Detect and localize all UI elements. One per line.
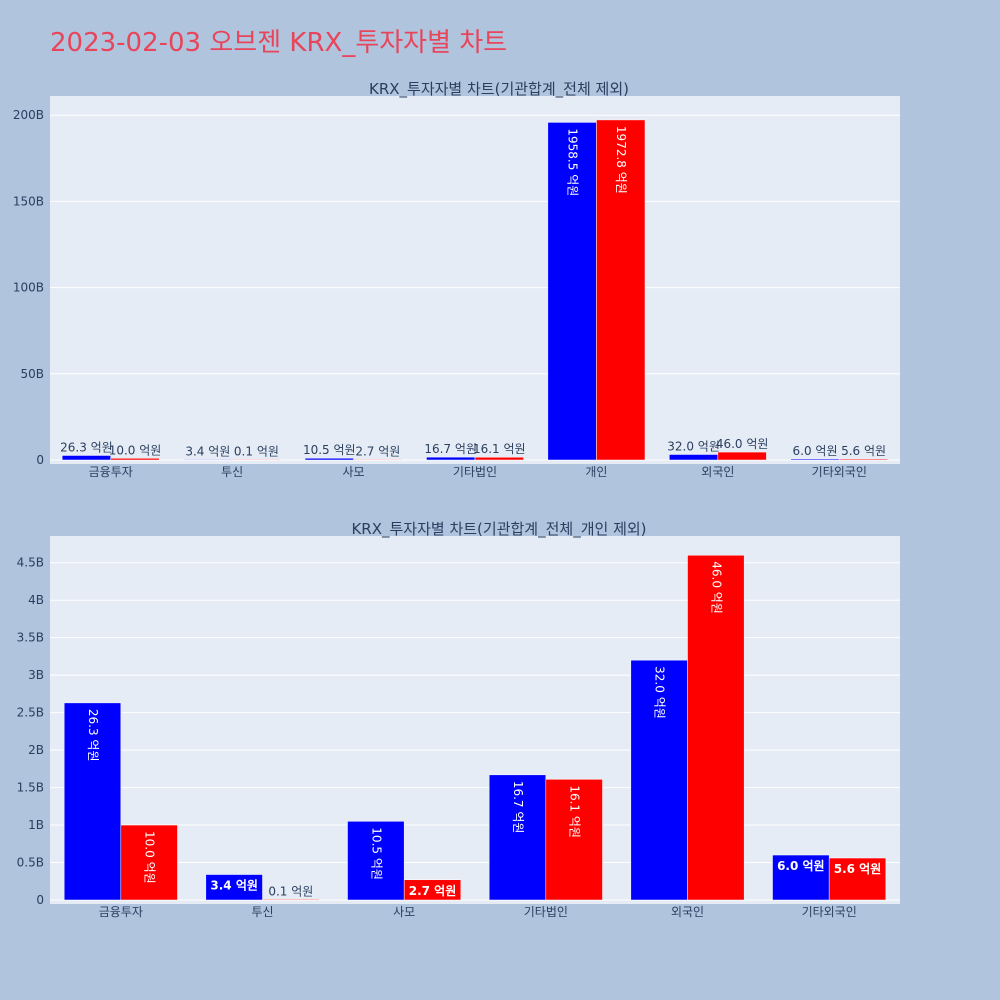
- bar[interactable]: [717, 451, 767, 461]
- y-tick-label: 0: [36, 893, 44, 907]
- y-tick-label: 50B: [20, 367, 44, 381]
- chart-bottom: 0 0.5B 1B 1.5B 2B 2.5B 3B 3.5B 4B 4.5B KRX_투자자별 차트…: [17, 520, 900, 919]
- x-tick-label: 외국인: [671, 905, 704, 919]
- bar[interactable]: [839, 458, 889, 461]
- x-tick-label: 금융투자: [99, 905, 143, 919]
- x-tick-label: 투신: [221, 465, 243, 479]
- x-tick-label: 개인: [585, 465, 607, 479]
- bar[interactable]: [488, 774, 547, 901]
- data-label: 26.3 억원: [60, 440, 113, 454]
- data-label: 16.7 억원: [511, 781, 525, 834]
- data-label: 3.4 억원: [185, 444, 230, 458]
- data-label: 10.0 억원: [143, 831, 157, 884]
- bar[interactable]: [110, 458, 160, 461]
- subplot-title: KRX_투자자별 차트(기관합계_전체_개인 제외): [351, 520, 646, 539]
- x-tick-label: 기타법인: [453, 465, 497, 479]
- bar[interactable]: [120, 824, 178, 901]
- data-label: 46.0 억원: [716, 437, 769, 451]
- x-tick-label: 기타외국인: [812, 465, 867, 479]
- y-tick-label: 4.5B: [17, 556, 44, 570]
- bar[interactable]: [61, 455, 111, 461]
- bar[interactable]: [183, 459, 233, 461]
- x-tick-label: 사모: [393, 905, 415, 919]
- bar[interactable]: [772, 854, 830, 901]
- bar[interactable]: [474, 456, 524, 461]
- bar[interactable]: [262, 899, 320, 901]
- y-tick-label: 2B: [28, 743, 44, 757]
- y-tick-label: 0.5B: [17, 856, 44, 870]
- data-label: 10.5 억원: [303, 443, 356, 457]
- bar[interactable]: [630, 659, 688, 901]
- bar[interactable]: [547, 122, 597, 461]
- x-tick-label: 금융투자: [89, 465, 133, 479]
- data-label: 16.1 억원: [473, 442, 526, 456]
- data-label: 32.0 억원: [653, 666, 667, 719]
- data-label: 16.7 억원: [424, 442, 477, 456]
- y-tick-label: 1.5B: [17, 781, 44, 795]
- data-label: 1958.5 억원: [566, 128, 580, 196]
- x-tick-label: 기타법인: [524, 905, 568, 919]
- data-label: 6.0 억원: [777, 859, 825, 873]
- x-tick-label: 기타외국인: [802, 905, 857, 919]
- y-tick-label: 0: [36, 453, 44, 467]
- plot-area: [50, 536, 900, 904]
- bar[interactable]: [596, 119, 646, 461]
- bar[interactable]: [231, 459, 281, 461]
- bar[interactable]: [353, 459, 403, 461]
- bar[interactable]: [205, 874, 263, 901]
- x-tick-label: 외국인: [701, 465, 734, 479]
- bar[interactable]: [669, 454, 719, 461]
- y-tick-label: 100B: [13, 281, 44, 295]
- chart-top: 0 50B 100B 150B 200B KRX_투자자별 차트(기관합계_전체 제외) 금…: [13, 80, 900, 479]
- x-tick-label: 투신: [251, 905, 273, 919]
- y-tick-label: 3B: [28, 668, 44, 682]
- data-label: 10.5 억원: [369, 827, 383, 880]
- bar[interactable]: [304, 457, 354, 461]
- data-label: 0.1 억원: [234, 444, 279, 458]
- x-tick-label: 사모: [343, 465, 365, 479]
- data-label: 32.0 억원: [667, 439, 720, 453]
- data-label: 6.0 억원: [793, 444, 838, 458]
- plot-area: [50, 96, 900, 464]
- bar[interactable]: [63, 702, 122, 901]
- data-label: 0.1 억원: [268, 884, 313, 898]
- data-label: 3.4 억원: [210, 879, 258, 893]
- y-tick-label: 150B: [13, 194, 44, 208]
- subplot-title: KRX_투자자별 차트(기관합계_전체 제외): [369, 80, 629, 99]
- y-tick-label: 200B: [13, 108, 44, 122]
- bar[interactable]: [403, 879, 462, 901]
- y-tick-label: 2.5B: [17, 706, 44, 720]
- data-label: 16.1 억원: [568, 785, 582, 838]
- data-label: 2.7 억원: [355, 444, 400, 458]
- data-label: 2.7 억원: [409, 884, 457, 898]
- data-label: 10.0 억원: [109, 443, 162, 457]
- page-title: 2023-02-03 오브젠 KRX_투자자별 차트: [50, 28, 508, 58]
- data-label: 46.0 억원: [709, 561, 723, 614]
- bar[interactable]: [347, 821, 405, 901]
- data-label: 26.3 억원: [86, 709, 100, 762]
- data-label: 5.6 억원: [834, 862, 882, 876]
- data-label: 1972.8 억원: [614, 126, 628, 194]
- bar[interactable]: [790, 458, 840, 461]
- data-label: 5.6 억원: [841, 444, 886, 458]
- y-tick-label: 1B: [28, 818, 44, 832]
- bar[interactable]: [545, 779, 603, 901]
- bar[interactable]: [426, 456, 476, 461]
- bar[interactable]: [828, 857, 887, 901]
- y-tick-label: 3.5B: [17, 631, 44, 645]
- bar[interactable]: [687, 554, 745, 901]
- y-tick-label: 4B: [28, 593, 44, 607]
